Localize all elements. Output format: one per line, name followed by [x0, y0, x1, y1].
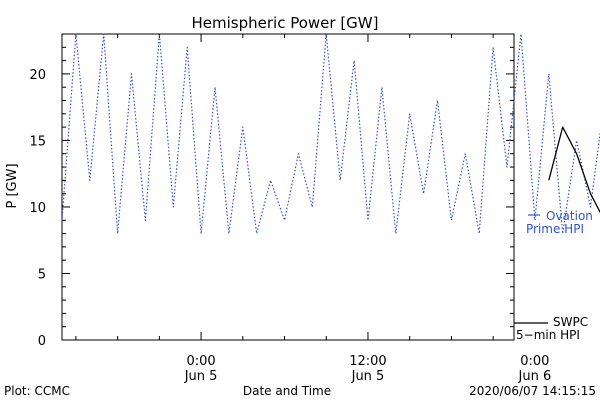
plot-frame [61, 33, 515, 341]
chart-title: Hemispheric Power [GW] [192, 14, 379, 32]
footer-plot-credit: Plot: CCMC [4, 384, 70, 398]
footer-timestamp: 2020/06/07 14:15:15 [469, 384, 596, 398]
y-axis-ticks: 0 5 10 15 20 [29, 33, 514, 349]
x-tick-label-time: 0:00 [520, 354, 549, 369]
x-tick-label-date: Jun 5 [184, 369, 218, 384]
series-layer [61, 33, 600, 235]
x-tick-label-date: Jun 6 [518, 369, 552, 384]
legend-swpc-label-2: 5−min HPI [516, 328, 580, 342]
y-tick-label: 15 [29, 134, 46, 149]
y-tick-label: 10 [29, 201, 46, 216]
legend-ovation-label: Ovation [546, 209, 593, 223]
series-swpc-line [548, 126, 600, 214]
y-tick-label: 20 [29, 68, 46, 83]
legend-swpc-label: SWPC [553, 315, 588, 329]
legend-ovation-label-2: Prime HPI [526, 222, 584, 236]
x-tick-label-time: 12:00 [349, 354, 386, 369]
series-ovation-line [61, 33, 600, 235]
y-axis-label: P [GW] [5, 163, 20, 208]
x-axis-label: Date and Time [243, 384, 331, 398]
plot-border [61, 33, 515, 341]
x-tick-label-time: 0:00 [186, 354, 215, 369]
y-tick-label: 5 [38, 267, 46, 282]
y-tick-label: 0 [38, 334, 46, 349]
x-tick-label-date: Jun 5 [351, 369, 385, 384]
